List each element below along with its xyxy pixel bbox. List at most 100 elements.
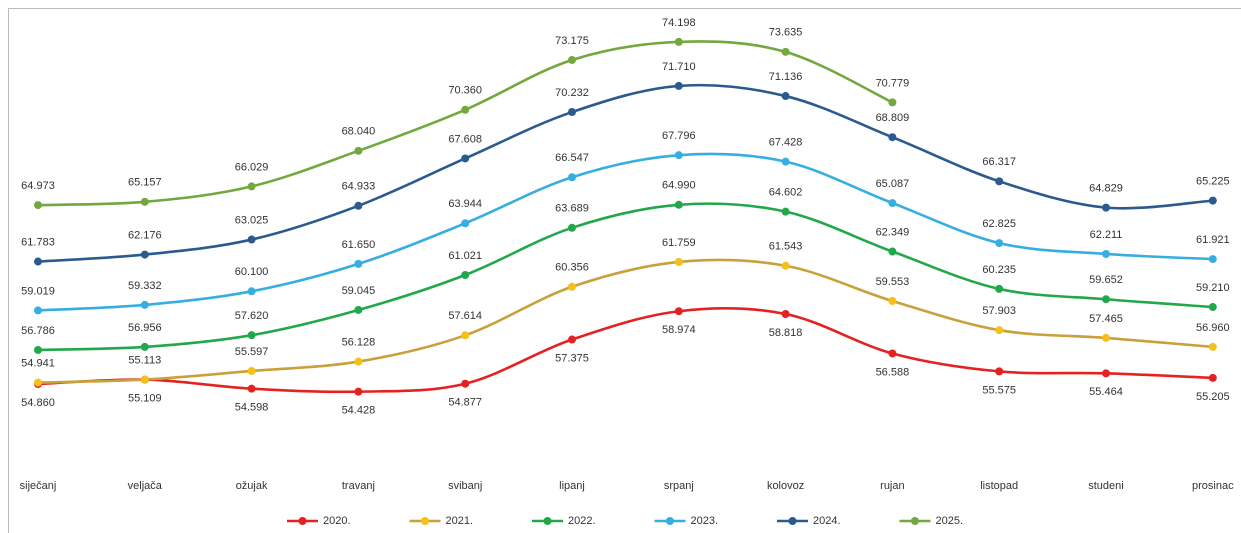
legend-label: 2020.: [323, 515, 351, 527]
data-label: 62.349: [876, 226, 910, 238]
data-label: 59.019: [21, 285, 55, 297]
x-tick-label: lipanj: [559, 480, 585, 492]
point: [995, 284, 1004, 293]
point: [354, 201, 363, 210]
data-label: 62.176: [128, 229, 162, 241]
data-label: 65.225: [1196, 176, 1230, 188]
series-line: [37, 307, 1213, 394]
point: [247, 366, 256, 375]
x-tick-label: svibanj: [448, 480, 482, 492]
point: [461, 331, 470, 340]
point: [781, 47, 790, 56]
legend-marker: [421, 517, 429, 525]
data-label: 73.635: [769, 27, 803, 39]
data-label: 61.650: [342, 239, 376, 251]
point: [1208, 255, 1217, 264]
data-label: 54.428: [342, 405, 376, 417]
point: [34, 378, 42, 387]
x-tick-label: studeni: [1088, 480, 1123, 492]
data-label: 56.128: [342, 336, 376, 348]
data-label: 65.087: [876, 178, 910, 190]
point: [568, 108, 576, 117]
x-tick-label: prosinac: [1192, 480, 1234, 492]
legend-marker: [911, 517, 919, 525]
point: [568, 335, 576, 344]
data-label: 66.547: [555, 152, 589, 164]
point: [995, 177, 1004, 186]
series-line: [37, 202, 1213, 352]
point: [1102, 249, 1110, 258]
point: [140, 342, 149, 351]
point: [354, 259, 363, 268]
series-line: [37, 83, 1213, 263]
data-label: 54.941: [21, 357, 55, 369]
point: [34, 345, 42, 354]
data-label: 67.796: [662, 130, 696, 142]
data-label: 61.921: [1196, 234, 1230, 246]
data-label: 70.232: [555, 87, 589, 99]
point: [1102, 295, 1110, 304]
chart-border: [8, 8, 1241, 533]
legend-marker: [298, 517, 307, 525]
point: [461, 105, 470, 114]
data-label: 60.235: [982, 264, 1016, 276]
data-label: 66.029: [235, 161, 269, 173]
legend-label: 2022.: [568, 515, 596, 527]
data-label: 64.973: [21, 180, 55, 192]
series-line: [37, 258, 1213, 384]
data-label: 60.356: [555, 262, 589, 274]
legend-label: 2021.: [446, 515, 474, 527]
point: [888, 247, 897, 256]
x-tick-label: siječanj: [20, 480, 57, 492]
data-label: 74.198: [662, 17, 696, 29]
data-label: 57.465: [1089, 313, 1123, 325]
point: [995, 239, 1004, 248]
point: [995, 367, 1004, 376]
data-label: 56.956: [128, 322, 162, 334]
point: [461, 271, 470, 280]
data-label: 57.614: [448, 310, 482, 322]
data-label: 70.779: [876, 77, 910, 89]
point: [354, 146, 363, 155]
data-label: 55.113: [128, 354, 161, 366]
data-label: 71.136: [769, 71, 803, 83]
point: [247, 182, 256, 191]
data-label: 56.960: [1196, 322, 1230, 334]
legend-marker: [666, 517, 674, 525]
data-label: 61.783: [21, 236, 55, 248]
data-label: 55.205: [1196, 391, 1230, 403]
point: [140, 375, 149, 384]
legend-label: 2023.: [691, 515, 719, 527]
point: [354, 305, 363, 314]
data-label: 62.825: [982, 218, 1016, 230]
data-label: 59.332: [128, 280, 162, 292]
data-label: 68.040: [342, 126, 376, 138]
data-label: 59.210: [1196, 282, 1230, 294]
data-label: 65.157: [128, 177, 162, 189]
data-label: 59.652: [1089, 274, 1123, 286]
point: [888, 199, 897, 208]
x-tick-label: srpanj: [664, 480, 694, 492]
point: [568, 173, 576, 182]
point: [568, 223, 576, 232]
data-label: 60.100: [235, 266, 269, 278]
data-label: 63.689: [555, 203, 589, 215]
legend-marker: [788, 517, 797, 525]
point: [34, 257, 42, 266]
point: [1208, 342, 1217, 351]
point: [781, 92, 790, 101]
point: [781, 207, 790, 216]
point: [34, 306, 42, 315]
series-line: [37, 152, 1213, 312]
data-label: 61.543: [769, 241, 803, 253]
data-label: 64.933: [342, 181, 376, 193]
point: [1208, 373, 1217, 382]
point: [1102, 369, 1110, 378]
data-label: 63.025: [235, 214, 269, 226]
point: [34, 201, 42, 210]
point: [674, 200, 683, 209]
point: [674, 81, 683, 90]
data-label: 66.317: [982, 156, 1016, 168]
data-label: 55.597: [235, 346, 269, 358]
